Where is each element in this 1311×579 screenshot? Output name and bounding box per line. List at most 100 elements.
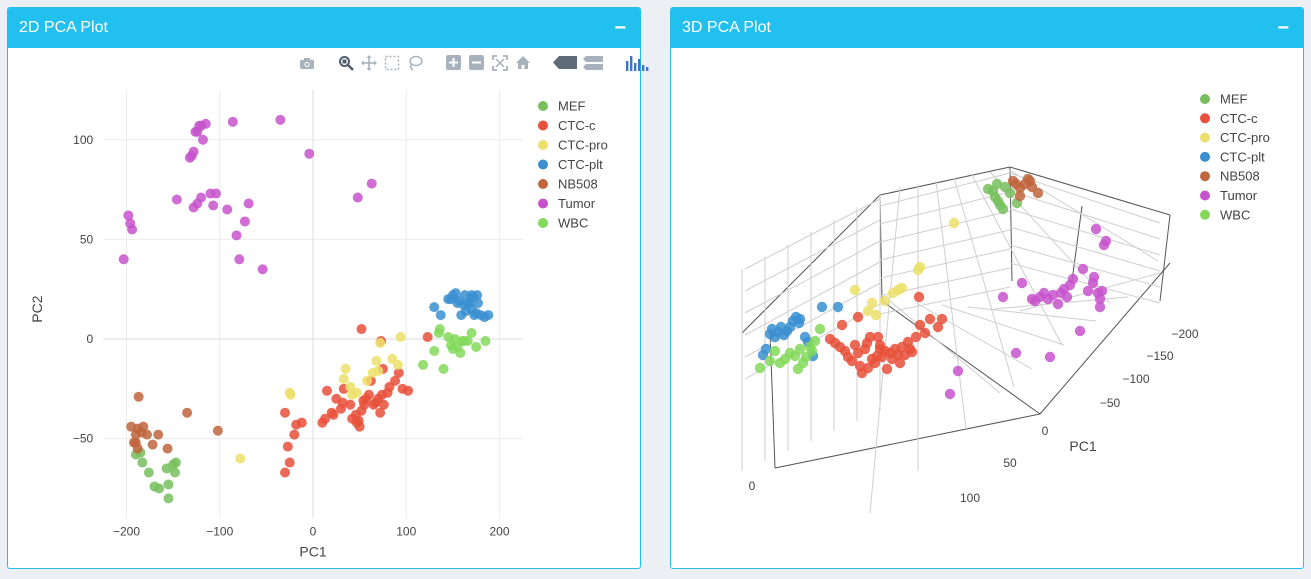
grid-wall-left-h — [744, 240, 881, 314]
grid-floor — [915, 302, 1033, 370]
zoom-out-icon[interactable] — [468, 54, 485, 71]
panel-3d-pca: 3D PCA Plot − −200 −150 −100 −50 0 50 100 0 PC1 M… — [670, 7, 1304, 569]
floor-diagonal — [881, 300, 1041, 415]
data-point — [373, 365, 384, 376]
legend-marker — [538, 198, 548, 209]
collapse-button[interactable]: − — [614, 17, 626, 39]
data-point — [466, 304, 477, 315]
data-point-3d — [936, 313, 948, 325]
data-point-3d — [896, 282, 908, 294]
data-point — [147, 439, 158, 450]
legend-marker — [1200, 132, 1210, 143]
data-point-3d — [806, 345, 818, 357]
legend-label: CTC-plt — [558, 157, 603, 172]
data-point-3d — [1082, 285, 1094, 297]
axis-tick-label-3d: −150 — [1146, 349, 1173, 363]
data-point-3d — [952, 365, 964, 377]
x-axis-title: PC1 — [299, 543, 326, 559]
data-point-3d — [814, 323, 826, 335]
data-point — [171, 194, 182, 205]
legend-label: CTC-plt — [1220, 149, 1265, 164]
data-point — [429, 345, 440, 356]
data-point — [471, 341, 482, 352]
series-ctc-c — [280, 324, 433, 478]
data-point-3d — [881, 363, 893, 375]
lasso-icon[interactable] — [406, 54, 423, 71]
data-point-3d — [864, 331, 876, 343]
data-point — [363, 389, 374, 400]
series-ctc-plt — [429, 288, 494, 323]
data-point — [239, 216, 250, 227]
reset-axes-icon[interactable] — [514, 54, 531, 71]
legend-label: Tumor — [558, 196, 596, 211]
data-point — [282, 441, 293, 452]
y-tick-label: −50 — [73, 432, 94, 446]
legend-marker — [1200, 151, 1210, 162]
data-point — [387, 353, 398, 364]
data-point — [222, 204, 233, 215]
pca-2d-chart[interactable]: −200 −100 0 100 200 −50 0 50 100 PC1 PC2 MEF CTC-c CT… — [8, 48, 640, 568]
data-point-3d — [1014, 190, 1026, 202]
data-point-3d — [794, 313, 806, 325]
data-point — [130, 437, 141, 448]
data-point — [438, 363, 449, 374]
legend-label: CTC-c — [1220, 111, 1258, 126]
data-point — [480, 335, 491, 346]
data-point-3d — [849, 339, 861, 351]
legend-marker — [1200, 94, 1210, 104]
zoom-icon[interactable] — [337, 54, 354, 71]
autoscale-icon[interactable] — [491, 54, 508, 71]
data-point — [182, 407, 193, 418]
data-point — [243, 198, 254, 209]
back-edge-top — [879, 166, 1011, 196]
data-point-3d — [764, 355, 776, 367]
data-point — [446, 339, 457, 350]
x-tick-label: −200 — [113, 524, 140, 538]
data-point-3d — [1067, 273, 1079, 285]
data-point — [154, 483, 165, 494]
data-point-3d — [849, 284, 861, 296]
series-wbc — [418, 324, 491, 374]
legend-marker — [538, 179, 548, 189]
axis-title-3d: PC1 — [1069, 438, 1096, 454]
front-floor-right — [1039, 262, 1171, 415]
data-point-3d — [1090, 223, 1102, 235]
data-point — [378, 399, 389, 410]
hover-compare-icon[interactable] — [583, 54, 603, 71]
x-tick-label: 200 — [489, 524, 509, 538]
data-point — [393, 367, 404, 378]
grid-wall-right-h — [1009, 226, 1161, 272]
data-point-3d — [872, 331, 884, 343]
collapse-button[interactable]: − — [1277, 17, 1289, 39]
camera-icon[interactable] — [298, 54, 315, 71]
data-point — [371, 355, 382, 366]
data-point — [153, 429, 164, 440]
data-point — [208, 200, 219, 211]
legend-marker — [1200, 171, 1210, 182]
grid-floor-2 — [971, 174, 1063, 346]
zoom-in-icon[interactable] — [445, 54, 462, 71]
series-3d-ctc-c — [824, 291, 948, 379]
pca-3d-chart[interactable]: −200 −150 −100−50 0 50 100 0 PC1 MEF CTC-c CTC-pro… — [671, 48, 1303, 568]
hover-closest-icon[interactable] — [553, 54, 577, 71]
data-point-3d — [760, 343, 772, 355]
grid-wall-right-h — [1009, 262, 1161, 304]
series-mef — [130, 447, 181, 504]
legend-marker — [538, 120, 548, 131]
data-point — [352, 192, 363, 203]
data-point — [161, 463, 172, 474]
axis-tick-label-3d: −100 — [1122, 372, 1149, 386]
pan-icon[interactable] — [360, 54, 377, 71]
plotly-logo-icon[interactable] — [625, 54, 649, 71]
data-point-3d — [816, 301, 828, 313]
data-point — [138, 421, 149, 432]
back-vertical-3 — [1071, 205, 1083, 282]
data-point-3d — [894, 357, 906, 369]
data-point-3d — [1074, 325, 1086, 337]
back-vertical-2 — [1009, 166, 1013, 282]
data-point — [320, 413, 331, 424]
box-select-icon[interactable] — [383, 54, 400, 71]
data-point — [356, 324, 367, 335]
data-point-3d — [924, 313, 936, 325]
data-point — [231, 230, 242, 241]
